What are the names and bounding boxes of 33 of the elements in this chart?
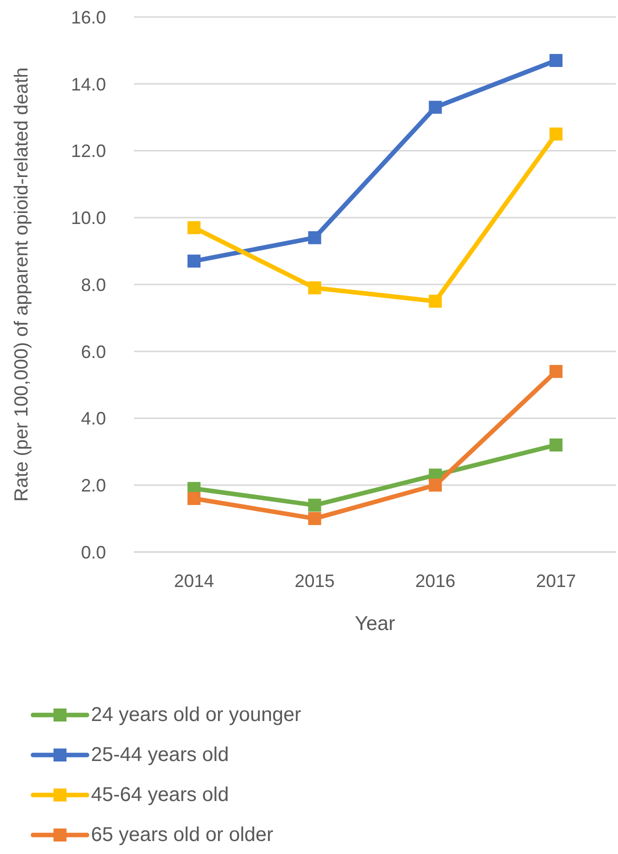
x-tick-label: 2017	[536, 570, 576, 591]
y-tick-label: 14.0	[70, 74, 106, 94]
y-tick-label: 10.0	[70, 208, 106, 228]
legend-label: 65 years old or older	[91, 824, 274, 846]
legend-label: 25-44 years old	[91, 744, 229, 766]
point	[308, 512, 322, 526]
y-tick-label: 8.0	[80, 274, 106, 295]
y-tick-label: 4.0	[80, 408, 106, 429]
point	[188, 492, 200, 505]
point	[428, 478, 442, 492]
point	[308, 231, 322, 244]
point	[428, 294, 442, 308]
y-axis-title: Rate (per 100,000) of apparent opioid-related death	[12, 67, 32, 502]
x-tick-label: 2015	[294, 570, 335, 591]
legend-label: 45-64 years old	[91, 784, 229, 806]
y-tick-label: 0.0	[80, 542, 106, 562]
x-axis-title: Year	[354, 613, 396, 635]
point	[188, 254, 200, 268]
y-tick-label: 6.0	[80, 342, 106, 362]
point	[428, 100, 442, 114]
x-tick-label: 2014	[174, 570, 214, 591]
point	[550, 54, 562, 67]
point	[550, 128, 562, 141]
point	[550, 438, 562, 452]
point	[308, 498, 322, 512]
y-tick-label: 2.0	[80, 476, 106, 496]
point	[308, 281, 322, 294]
legend-label: 24 years old or younger	[91, 704, 302, 726]
point	[550, 364, 562, 378]
point	[188, 221, 200, 234]
y-tick-label: 16.0	[70, 7, 106, 28]
y-tick-label: 12.0	[70, 141, 106, 162]
x-tick-label: 2016	[415, 570, 456, 591]
